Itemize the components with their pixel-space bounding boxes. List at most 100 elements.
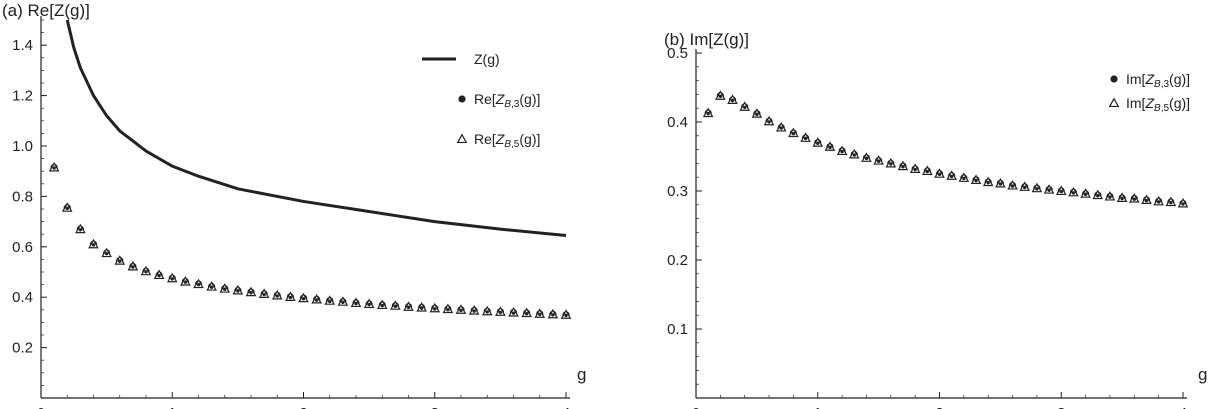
panel-b-series-2-point-core [864,156,869,161]
panel-b-series-2-point-core [852,153,856,157]
panel-a-series-3-point-core [419,306,424,310]
panel-a-series-3-point-core [262,292,266,297]
panel-b-series-2-point-core [1132,197,1137,201]
panel-b-x-tick-label: 4 [1179,405,1187,409]
panel-a-series-3-point-core [459,308,463,313]
panel-a-y-tick-label: 0.4 [12,289,33,306]
panel-b-x-axis-label: g [1198,365,1207,384]
panel-b-legend-2-label: Im[ZB,5(g)] [1126,95,1190,114]
panel-b-series-2-point-core [901,165,905,169]
panel-b-series-2-point-core [1169,200,1173,205]
panel-b-series-2-point-core [1071,191,1076,195]
panel-b-series-2-point-core [767,120,771,124]
panel-b-title: (b) Im[Z(g)] [664,30,749,49]
panel-b-legend-1-label: Im[ZB,3(g)] [1126,71,1190,90]
panel-b-x-tick-label: 0 [692,405,700,409]
panel-a-series-3-point-core [249,291,253,295]
panel-a-series-3-point-core [275,294,279,298]
panel-a-series-3-point-core [78,228,83,232]
panel-a-series-3-point-core [52,166,56,170]
panel-b-series-2-point-core [1120,196,1124,201]
panel-a-series-3-point-core [380,303,384,308]
panel-a-series-3-point-core [118,259,122,263]
panel-b-series-2-point-core [1010,184,1015,188]
panel-b-series-2-point-core [986,180,990,185]
panel-b-series-2-point-core [925,169,930,174]
panel-b-series-2-point-core [937,172,942,177]
panel-b-y-tick-label: 0.4 [667,114,688,131]
panel-a-y-tick-label: 0.2 [12,340,33,357]
panel-a-series-3-point-core [485,310,489,314]
panel-b-series-2-point-core [755,112,759,117]
panel-a-series-3-point-core [314,298,319,302]
panel-a-series-1-line [65,19,567,237]
panel-b-series-2-point-core [803,136,808,141]
panel-a-x-tick-label: 1 [168,405,176,409]
panel-b-series-2-point-core [1096,194,1100,198]
panel-a-series-3-point-core [446,307,450,312]
panel-b-series-2-point-core [1023,185,1027,190]
panel-a-legend-3-swatch [456,133,468,144]
panel-a-series-3-point-core [288,295,293,300]
panel-a-x-tick-label: 0 [37,405,45,409]
panel-a-y-tick-label: 1.2 [12,88,33,105]
panel-b-series-2-point-core [889,162,893,166]
panel-b-series-2-point-core [706,111,710,116]
panel-b-x-tick-label: 3 [1057,405,1065,409]
panel-a-legend-3-label: Re[ZB,5(g)] [474,131,540,150]
panel-a-series-3-point-core [564,313,568,318]
panel-a-series-3-point-core [144,270,148,274]
panel-a-series-3-point-core [223,287,227,291]
panel-b-series-2-point-core [998,182,1003,186]
panel-b-series-2-point-core [1108,195,1112,199]
panel-b-series-2-point-core [962,176,966,181]
panel-a-series-3-point-core [301,297,306,301]
panel-b-y-tick-label: 0.3 [667,183,688,200]
panel-a-series-3-point-core [433,307,437,311]
panel-a-series-3-point-core [236,289,240,293]
panel-b-series-2-point-core [1047,188,1051,192]
panel-b-series-2-point-core [840,149,844,154]
panel-a-series-3-point-core [354,301,358,306]
panel-a-series-3-point-core [538,312,542,317]
panel-b-legend-1-swatch [1110,75,1118,83]
panel-a-series-3-point-core [104,252,109,256]
panel-a-legend-2-swatch [458,95,466,103]
panel-a-series-3-point-core [524,311,529,316]
panel-a-series-3-point-core [209,285,214,289]
panel-b-series-2-point-core [718,94,723,99]
panel-a-y-tick-label: 1.0 [12,138,33,155]
panel-a-x-tick-label: 4 [562,405,570,409]
panel-a-y-tick-label: 1.4 [12,37,33,54]
panel-b-series-2-point-core [1156,200,1161,204]
panel-b-series-2-point-core [913,167,917,172]
panel-a-series-3-point-core [511,311,516,315]
panel-im: (b) Im[Z(g)] g 0 1 2 3 4 0.1 0.2 0.3 0.4 0.5 Im[ZB… [664,30,1207,409]
panel-a-series-3-point-core [393,304,398,309]
panel-b-series-2-point-core [876,159,881,163]
panel-b-y-tick-label: 0.5 [667,45,688,62]
panel-b-series-2-point-core [743,105,747,110]
panel-a-series-3-point-core [131,265,135,269]
panel-a-legend-2-label: Re[ZB,3(g)] [474,91,540,110]
panel-a-y-tick-label: 0.6 [12,239,33,256]
panel-a-series-3-point-core [170,277,174,281]
panel-b-series-2-point-core [730,98,735,103]
panel-a-series-3-point-core [65,206,69,211]
panel-a-x-axis-label: g [577,365,586,384]
panel-b-series-2-point-core [1083,192,1088,197]
panel-b-series-2-point-core [779,126,783,130]
panel-b-series-2-point-core [1181,202,1185,206]
panel-b-series-2-point-core [791,131,796,136]
panel-a-y-tick-label: 0.8 [12,188,33,205]
panel-a-x-tick-label: 2 [299,405,307,409]
panel-a-x-tick-label: 3 [431,405,439,409]
panel-b-series-2-point-core [1144,198,1149,203]
panel-b-series-2-point-core [949,174,954,179]
panel-a-series-3-point-core [328,299,332,304]
panel-b-x-tick-label: 2 [935,405,943,409]
panel-a-series-3-point-core [157,273,161,278]
panel-a-legend-1-label: Z(g) [474,51,500,67]
panel-b-series-2-point-core [816,141,820,145]
